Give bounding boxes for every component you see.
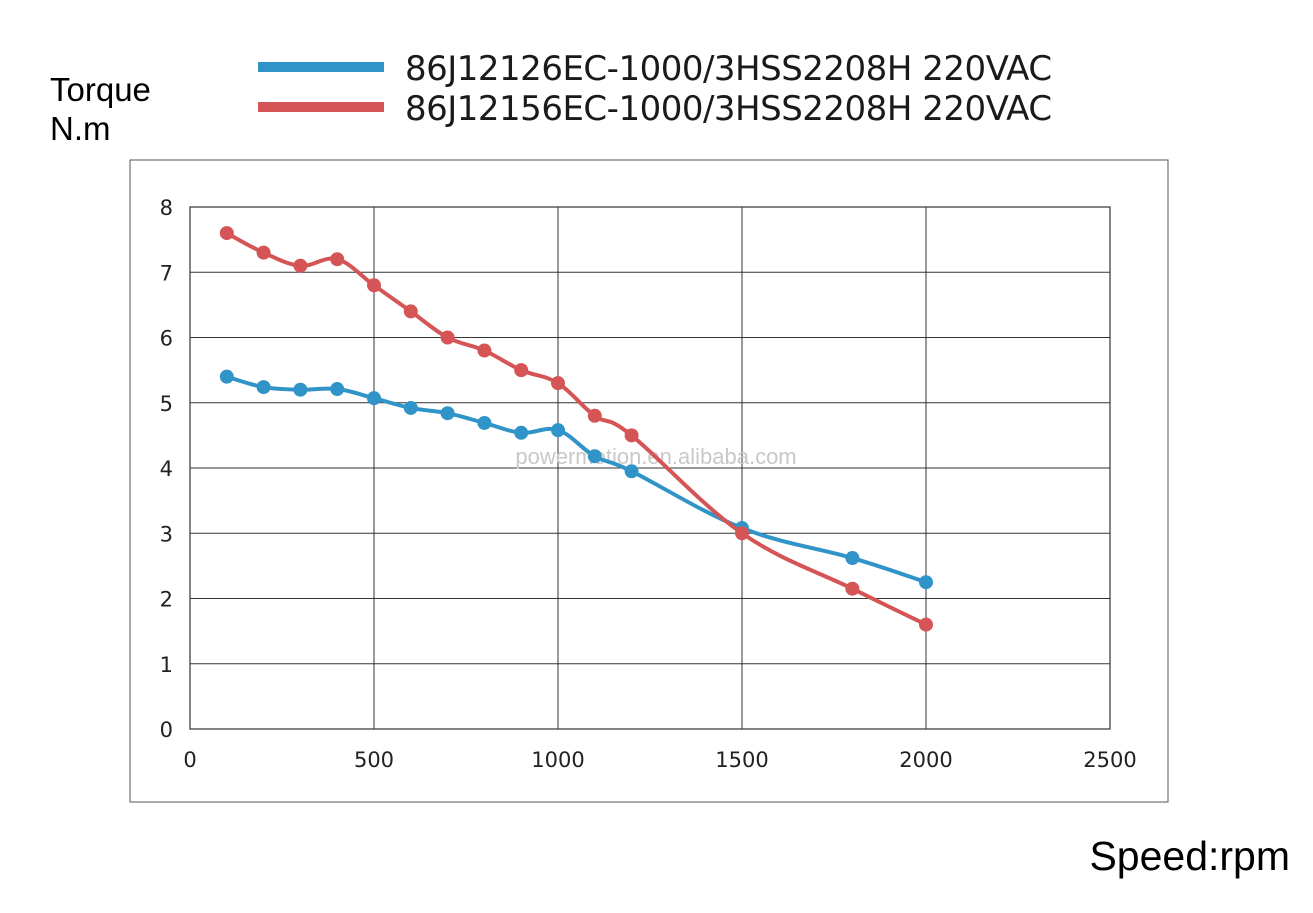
data-point-1 [293, 258, 308, 273]
y-axis-label-line1: Torque [50, 71, 151, 108]
legend: 86J12126EC-1000/3HSS2208H 220VAC86J12156… [258, 49, 1052, 129]
tick-labels: 0 1 2 3 4 5 6 7 8 0 500 1000 1500 2000 2500 [160, 196, 1137, 772]
x-tick-label: 0 [183, 748, 196, 772]
data-point-0 [219, 369, 234, 384]
y-tick-label: 0 [160, 718, 173, 742]
data-point-1 [256, 245, 271, 260]
data-point-1 [551, 376, 565, 391]
data-point-1 [919, 617, 933, 632]
y-tick-label: 5 [160, 392, 173, 416]
data-point-0 [403, 400, 418, 415]
data-point-0 [256, 380, 271, 395]
series-layer [219, 226, 933, 632]
y-tick-label: 8 [160, 196, 173, 220]
y-tick-label: 1 [160, 653, 173, 677]
data-point-1 [845, 581, 860, 596]
data-point-0 [477, 415, 492, 430]
y-tick-label: 2 [160, 588, 173, 612]
x-tick-label: 2500 [1083, 748, 1136, 772]
data-point-1 [587, 408, 602, 423]
data-point-1 [735, 526, 749, 541]
legend-label: 86J12126EC-1000/3HSS2208H 220VAC [405, 49, 1052, 89]
data-point-1 [440, 330, 455, 345]
y-axis-label-line2: N.m [50, 110, 111, 147]
data-point-1 [367, 278, 381, 293]
data-point-0 [514, 425, 529, 440]
x-tick-label: 500 [354, 748, 394, 772]
data-point-1 [624, 428, 639, 443]
data-point-1 [403, 304, 418, 319]
x-tick-label: 2000 [899, 748, 952, 772]
data-point-0 [293, 382, 308, 397]
legend-label: 86J12156EC-1000/3HSS2208H 220VAC [405, 89, 1052, 129]
x-axis-label: Speed:rpm [1089, 833, 1290, 879]
y-tick-label: 3 [160, 522, 173, 546]
grid [189, 206, 1111, 730]
chart-frame [129, 159, 1169, 803]
y-tick-label: 4 [160, 457, 173, 481]
data-point-1 [330, 252, 345, 267]
series-line-0 [226, 374, 927, 585]
data-point-0 [845, 551, 860, 566]
y-tick-label: 6 [160, 327, 173, 351]
data-point-1 [477, 343, 492, 358]
data-point-0 [367, 391, 381, 406]
y-tick-label: 7 [160, 261, 173, 285]
series-line-1 [225, 231, 927, 627]
data-point-0 [551, 423, 565, 438]
x-tick-label: 1500 [715, 748, 768, 772]
x-tick-label: 1000 [531, 748, 584, 772]
data-point-1 [219, 226, 234, 241]
data-point-0 [624, 464, 639, 479]
data-point-0 [587, 449, 602, 464]
data-point-0 [330, 382, 345, 397]
data-point-0 [440, 406, 455, 421]
data-point-1 [514, 363, 529, 378]
data-point-0 [919, 575, 933, 590]
